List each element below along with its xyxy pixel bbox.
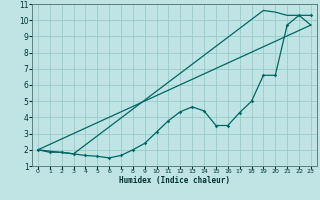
X-axis label: Humidex (Indice chaleur): Humidex (Indice chaleur) — [119, 176, 230, 185]
